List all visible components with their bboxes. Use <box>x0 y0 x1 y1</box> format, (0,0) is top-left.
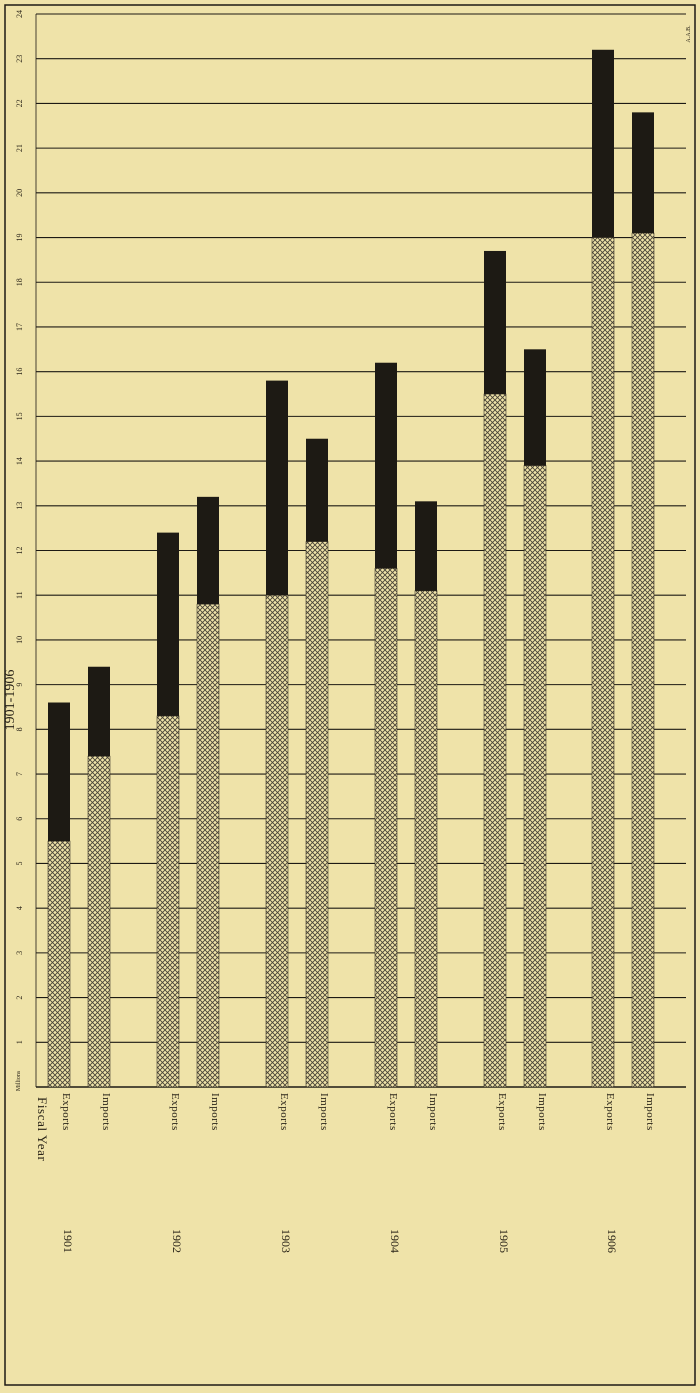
bar-labels: Exports Imports Exports Imports Exports Impor… <box>60 1093 656 1131</box>
bar-solid-imports-1904 <box>415 501 437 591</box>
bar-solid-exports-1902 <box>157 532 179 716</box>
bar-solid-imports-1901 <box>88 666 110 757</box>
bars <box>47 49 655 1088</box>
tick-label: 19 <box>15 234 24 242</box>
tick-label: 4 <box>15 906 24 910</box>
year-label: 1902 <box>170 1229 184 1253</box>
tick-label: 14 <box>15 457 24 465</box>
bar-solid-exports-1904 <box>375 362 397 569</box>
tick-label: 3 <box>15 951 24 955</box>
tick-label: 23 <box>15 55 24 63</box>
bar-label: Exports <box>60 1093 72 1131</box>
year-labels: 1901 1902 1903 1904 1905 1906 <box>61 1229 619 1253</box>
tick-label: 8 <box>15 727 24 731</box>
bar-hatched-imports-1906 <box>631 232 655 1088</box>
tick-label: 24 <box>15 10 24 18</box>
bar-label: Imports <box>536 1093 548 1131</box>
tick-label: 21 <box>15 144 24 152</box>
bar-hatched-exports-1906 <box>591 237 615 1088</box>
y-axis-label: Millions <box>16 1070 22 1091</box>
tick-label: 2 <box>15 996 24 1000</box>
tick-label: 17 <box>15 323 24 331</box>
bar-solid-imports-1902 <box>197 496 219 605</box>
bar-hatched-exports-1905 <box>483 393 507 1088</box>
bar-solid-exports-1906 <box>592 49 614 238</box>
bar-label: Exports <box>387 1093 399 1131</box>
bar-label: Imports <box>100 1093 112 1131</box>
bar-solid-exports-1905 <box>484 250 506 395</box>
tick-label: 5 <box>15 861 24 865</box>
tick-labels: 123456789101112131415161718192021222324M… <box>15 10 24 1091</box>
bar-solid-imports-1905 <box>524 349 546 466</box>
tick-label: 13 <box>15 502 24 510</box>
bar-hatched-exports-1902 <box>156 715 180 1088</box>
bar-hatched-exports-1903 <box>265 594 289 1088</box>
year-label: 1906 <box>605 1229 619 1253</box>
tick-label: 16 <box>15 368 24 376</box>
year-label: 1905 <box>497 1229 511 1253</box>
corner-mark: A.A.B. <box>686 25 692 43</box>
chart-title: 1901-1906 <box>3 670 18 731</box>
bar-hatched-imports-1902 <box>196 603 220 1088</box>
tick-label: 18 <box>15 278 24 286</box>
bar-label: Imports <box>209 1093 221 1131</box>
tick-label: 22 <box>15 99 24 107</box>
axis-labels: Fiscal Year 1901-1906 A.A.B. <box>3 25 692 1162</box>
bar-label: Exports <box>496 1093 508 1131</box>
tick-label: 7 <box>15 772 24 776</box>
bar-hatched-imports-1904 <box>414 590 438 1088</box>
bar-solid-exports-1901 <box>48 702 70 842</box>
bar-hatched-exports-1901 <box>47 840 71 1088</box>
tick-label: 15 <box>15 412 24 420</box>
bar-label: Imports <box>427 1093 439 1131</box>
bar-label: Exports <box>169 1093 181 1131</box>
bar-hatched-imports-1903 <box>305 541 329 1088</box>
frame <box>4 4 696 1386</box>
year-label: 1903 <box>279 1229 293 1253</box>
bar-label: Imports <box>318 1093 330 1131</box>
bar-label: Exports <box>604 1093 616 1131</box>
tick-label: 9 <box>15 683 24 687</box>
bar-label: Exports <box>278 1093 290 1131</box>
bar-solid-exports-1903 <box>266 380 288 596</box>
bar-solid-imports-1906 <box>632 112 654 234</box>
tick-label: 10 <box>15 636 24 644</box>
tick-label: 12 <box>15 547 24 555</box>
gridlines <box>35 13 686 1088</box>
year-label: 1901 <box>61 1229 75 1253</box>
tick-label: 6 <box>15 817 24 821</box>
bar-hatched-imports-1901 <box>87 755 111 1088</box>
bar-hatched-exports-1904 <box>374 568 398 1088</box>
bar-solid-imports-1903 <box>306 438 328 542</box>
tick-label: 11 <box>15 591 24 599</box>
x-axis-label: Fiscal Year <box>35 1097 50 1161</box>
bar-label: Imports <box>644 1093 656 1131</box>
year-label: 1904 <box>388 1229 402 1253</box>
tick-label: 20 <box>15 189 24 197</box>
tick-label: 1 <box>15 1040 24 1044</box>
bar-hatched-imports-1905 <box>523 465 547 1088</box>
